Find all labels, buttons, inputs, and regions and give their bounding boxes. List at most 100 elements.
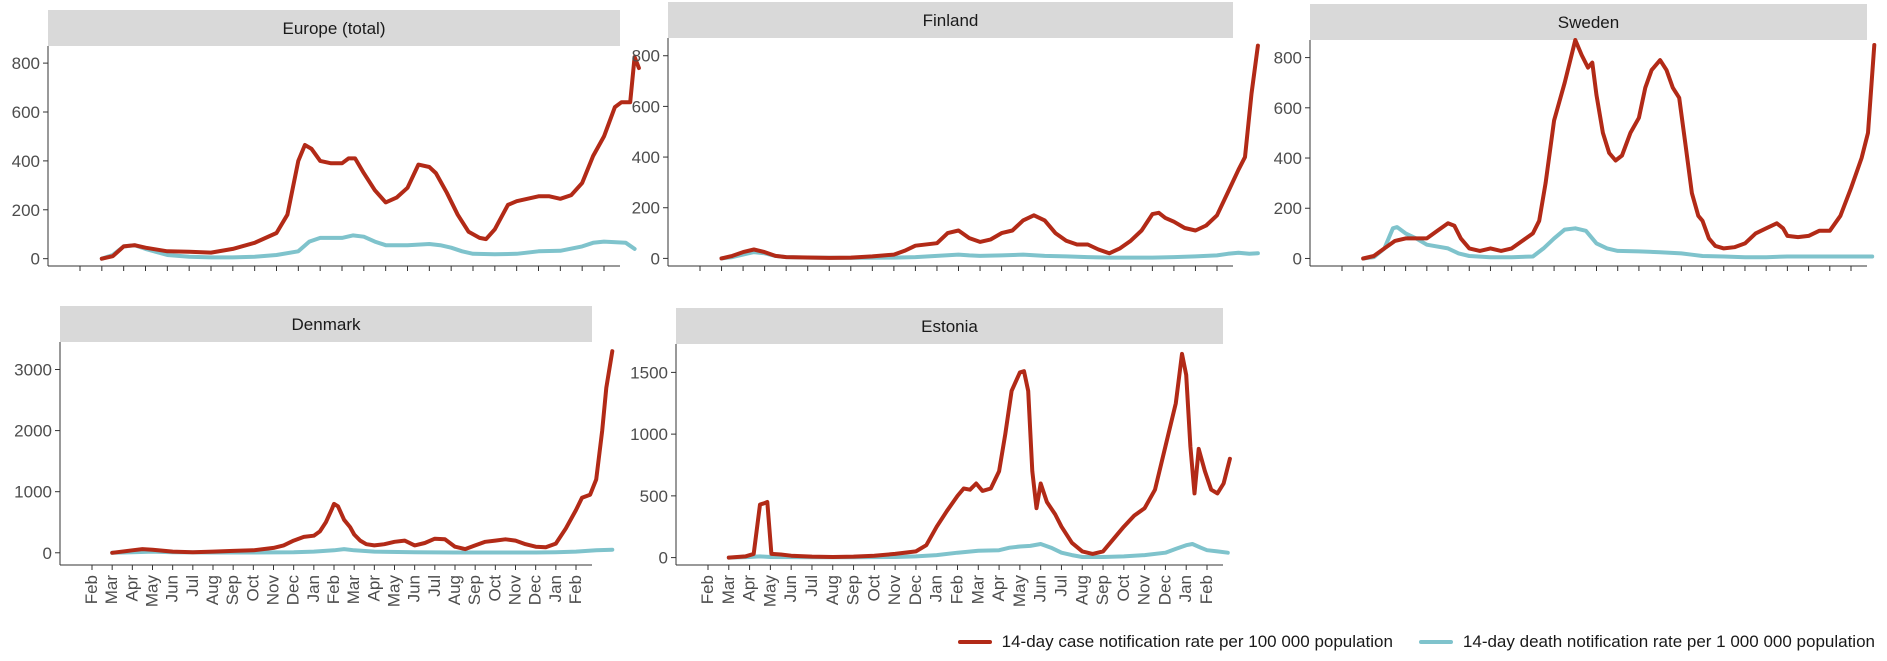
x-tick-label: Oct	[864, 575, 883, 602]
y-tick-label: 400	[632, 148, 660, 167]
y-tick-label: 1000	[630, 425, 668, 444]
x-tick-label: Nov	[264, 575, 283, 606]
x-tick-label: Jan	[1176, 575, 1195, 602]
x-tick-label: May	[143, 575, 162, 608]
x-tick-label: Jun	[163, 575, 182, 602]
x-tick-label: Feb	[324, 575, 343, 604]
y-tick-label: 800	[632, 47, 660, 66]
legend: 14-day case notification rate per 100 00…	[932, 629, 1875, 655]
x-tick-label: Jan	[546, 575, 565, 602]
x-tick-label: Apr	[740, 575, 759, 602]
x-tick-label: Aug	[445, 575, 464, 605]
y-tick-label: 1000	[14, 483, 52, 502]
x-tick-label: Jan	[304, 575, 323, 602]
x-tick-label: Nov	[506, 575, 525, 606]
x-tick-label: Dec	[284, 575, 303, 606]
x-tick-label: Feb	[948, 575, 967, 604]
death-rate-line	[99, 233, 637, 261]
legend-item-case: 14-day case notification rate per 100 00…	[957, 632, 1393, 652]
y-tick-label: 3000	[14, 360, 52, 379]
y-tick-label: 0	[659, 549, 668, 568]
x-tick-label: Dec	[906, 575, 925, 606]
case-rate-line	[110, 349, 615, 555]
x-tick-label: Aug	[1072, 575, 1091, 605]
x-tick-label: Dec	[1155, 575, 1174, 606]
x-tick-label: Mar	[719, 575, 738, 605]
y-tick-label: 2000	[14, 422, 52, 441]
x-tick-label: Sep	[844, 575, 863, 605]
x-tick-label: Mar	[968, 575, 987, 605]
panel-title: Europe (total)	[283, 19, 386, 38]
x-tick-label: Feb	[566, 575, 585, 604]
x-tick-label: Nov	[885, 575, 904, 606]
panel-strip	[676, 308, 1223, 344]
y-tick-label: 400	[12, 152, 40, 171]
y-tick-label: 600	[1274, 99, 1302, 118]
x-tick-label: Aug	[823, 575, 842, 605]
x-tick-label: Apr	[989, 575, 1008, 602]
legend-item-death: 14-day death notification rate per 1 000…	[1418, 632, 1875, 652]
case-rate-line	[719, 43, 1260, 261]
y-tick-label: 200	[632, 199, 660, 218]
panel-strip	[668, 2, 1233, 38]
panel-2: Sweden 0 200 400 600 800	[1274, 4, 1877, 271]
x-tick-label: May	[385, 575, 404, 608]
case-rate-line	[1361, 38, 1877, 261]
y-tick-label: 800	[12, 54, 40, 73]
y-tick-label: 600	[12, 103, 40, 122]
x-tick-label: May	[1010, 575, 1029, 608]
x-tick-label: Jul	[425, 575, 444, 597]
death-legend-key	[1418, 640, 1453, 644]
x-tick-label: Feb	[698, 575, 717, 604]
panel-title: Sweden	[1558, 13, 1619, 32]
y-tick-label: 800	[1274, 49, 1302, 68]
panel-0: Europe (total) 0 200 400 600 800	[12, 10, 641, 271]
panel-title: Finland	[923, 11, 979, 30]
y-tick-label: 200	[1274, 199, 1302, 218]
panel-title: Estonia	[921, 317, 978, 336]
x-tick-label: Sep	[1093, 575, 1112, 605]
y-tick-label: 1500	[630, 363, 668, 382]
x-tick-label: Jun	[781, 575, 800, 602]
y-tick-label: 0	[651, 249, 660, 268]
y-tick-label: 600	[632, 97, 660, 116]
x-tick-label: Apr	[122, 575, 141, 602]
x-tick-label: Feb	[1197, 575, 1216, 604]
panel-1: Finland 0 200 400 600 800	[632, 2, 1260, 271]
x-tick-label: Dec	[526, 575, 545, 606]
x-tick-label: Jun	[1031, 575, 1050, 602]
x-tick-label: Oct	[1114, 575, 1133, 602]
y-tick-label: 0	[43, 544, 52, 563]
x-tick-label: Nov	[1135, 575, 1154, 606]
x-tick-label: Jun	[405, 575, 424, 602]
x-tick-label: Jul	[183, 575, 202, 597]
y-tick-label: 400	[1274, 149, 1302, 168]
death-rate-line	[1361, 225, 1875, 261]
x-tick-label: Jan	[927, 575, 946, 602]
x-tick-label: Oct	[243, 575, 262, 602]
panel-strip	[48, 10, 620, 46]
x-tick-label: Oct	[485, 575, 504, 602]
x-tick-label: Sep	[223, 575, 242, 605]
x-tick-label: Mar	[102, 575, 121, 605]
case-rate-line	[99, 55, 641, 261]
x-tick-label: Aug	[203, 575, 222, 605]
y-tick-label: 200	[12, 201, 40, 220]
x-tick-label: Feb	[82, 575, 101, 604]
x-tick-label: Mar	[344, 575, 363, 605]
case-legend-key	[957, 640, 992, 644]
case-rate-line	[726, 351, 1232, 560]
x-tick-label: Jul	[1051, 575, 1070, 597]
x-tick-label: Apr	[364, 575, 383, 602]
y-tick-label: 0	[31, 250, 40, 269]
y-tick-label: 500	[640, 487, 668, 506]
case-legend-label: 14-day case notification rate per 100 00…	[1001, 632, 1393, 651]
panel-title: Denmark	[292, 315, 361, 334]
x-tick-label: Sep	[465, 575, 484, 605]
x-tick-label: Jul	[802, 575, 821, 597]
x-tick-label: May	[760, 575, 779, 608]
panel-strip	[60, 306, 592, 342]
